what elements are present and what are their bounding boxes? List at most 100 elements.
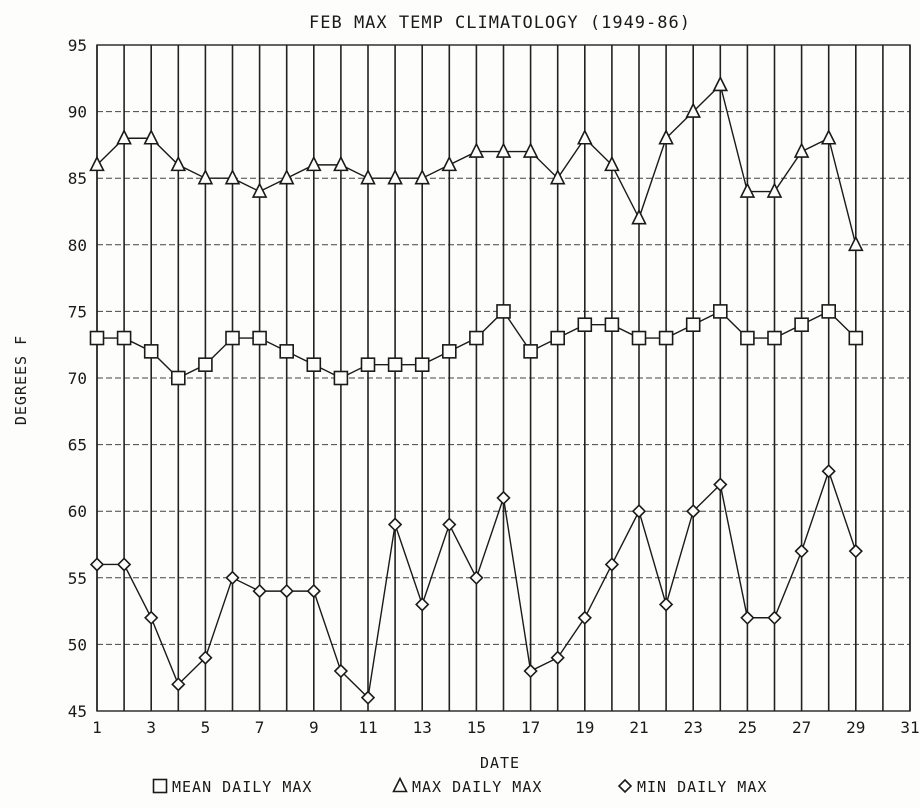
data-point-triangle <box>170 155 187 172</box>
x-tick-label: 13 <box>413 718 432 737</box>
data-point-diamond <box>848 544 863 559</box>
x-tick-label: 19 <box>575 718 594 737</box>
data-point-diamond <box>360 690 376 705</box>
x-tick-label: 27 <box>792 718 811 737</box>
series-min-daily-max <box>89 464 863 705</box>
y-tick-label: 75 <box>68 302 87 321</box>
data-point-diamond <box>198 650 213 665</box>
data-point-triangle <box>631 208 647 225</box>
data-point-square <box>469 330 484 346</box>
x-tick-label: 31 <box>900 718 919 737</box>
data-point-square <box>523 344 538 359</box>
data-point-square <box>685 317 701 333</box>
data-point-triangle <box>441 155 458 172</box>
data-point-square <box>333 370 349 386</box>
x-tick-label: 29 <box>846 718 865 737</box>
data-point-diamond <box>631 504 647 519</box>
legend-marker-square <box>152 778 168 794</box>
data-point-square <box>658 330 674 346</box>
data-point-square <box>712 304 728 319</box>
legend-label-max-daily-max: MAX DAILY MAX <box>412 778 542 796</box>
data-point-triangle <box>224 168 241 185</box>
data-point-square <box>794 317 809 333</box>
data-point-triangle <box>116 128 132 145</box>
data-point-diamond <box>306 583 321 599</box>
series-max-daily-max <box>89 75 864 252</box>
data-point-diamond <box>658 597 674 612</box>
data-point-square <box>577 317 593 333</box>
x-tick-label: 9 <box>309 718 319 737</box>
data-point-triangle <box>522 142 539 158</box>
series-mean-daily-max <box>89 304 864 386</box>
y-tick-label: 85 <box>68 169 87 188</box>
data-point-square <box>198 357 213 372</box>
data-point-triangle <box>685 102 701 118</box>
y-tick-label: 60 <box>68 502 87 521</box>
data-point-triangle <box>89 155 105 172</box>
data-point-triangle <box>549 168 566 185</box>
data-point-triangle <box>278 168 295 185</box>
data-point-square <box>143 344 159 359</box>
data-point-diamond <box>279 583 294 599</box>
data-point-square <box>360 357 376 372</box>
data-point-square <box>441 344 457 359</box>
data-point-diamond <box>740 610 755 625</box>
data-point-diamond <box>496 490 511 506</box>
data-point-diamond <box>225 570 240 585</box>
legend-label-mean-daily-max: MEAN DAILY MAX <box>172 778 312 796</box>
y-axis-label: DEGREES F <box>12 335 30 425</box>
data-point-square <box>767 330 782 346</box>
data-point-diamond <box>116 557 132 572</box>
x-tick-label: 3 <box>146 718 156 737</box>
y-tick-label: 55 <box>68 569 87 588</box>
x-tick-label: 1 <box>92 718 102 737</box>
x-axis-label: DATE <box>480 754 520 772</box>
data-point-diamond <box>144 610 159 625</box>
legend-marker-diamond <box>617 778 633 794</box>
data-point-square <box>414 357 430 372</box>
data-point-square <box>171 370 186 386</box>
data-point-square <box>116 330 132 346</box>
x-tick-label: 5 <box>201 718 211 737</box>
plot-frame <box>96 44 911 712</box>
data-point-diamond <box>604 557 620 572</box>
data-point-square <box>631 330 647 346</box>
data-point-triangle <box>387 168 403 185</box>
data-point-diamond <box>252 583 267 599</box>
data-point-triangle <box>658 128 674 145</box>
data-point-diamond <box>821 464 836 479</box>
data-point-square <box>252 330 267 346</box>
data-point-diamond <box>713 477 728 492</box>
legend: MEAN DAILY MAX MAX DAILY MAX MIN DAILY MAX <box>152 776 766 796</box>
y-tick-label: 80 <box>68 236 87 255</box>
data-point-diamond <box>794 544 809 559</box>
x-tick-label: 21 <box>629 718 648 737</box>
data-point-diamond <box>415 597 430 612</box>
legend-marker-triangle <box>392 776 408 793</box>
y-tick-label: 65 <box>68 436 87 455</box>
data-point-square <box>279 344 295 359</box>
data-point-triangle <box>848 235 864 252</box>
data-point-square <box>821 304 837 319</box>
x-tick-label: 17 <box>521 718 540 737</box>
data-point-diamond <box>333 663 349 679</box>
data-point-triangle <box>143 128 159 145</box>
data-point-triangle <box>251 182 268 198</box>
x-tick-label: 7 <box>255 718 265 737</box>
data-point-diamond <box>523 663 538 679</box>
data-point-triangle <box>577 128 593 145</box>
chart-title: FEB MAX TEMP CLIMATOLOGY (1949-86) <box>309 13 691 33</box>
data-point-diamond <box>171 677 186 692</box>
y-tick-label: 70 <box>68 369 87 388</box>
data-point-diamond <box>577 610 592 625</box>
data-point-diamond <box>550 650 565 665</box>
data-point-diamond <box>686 504 701 519</box>
data-point-triangle <box>360 168 376 185</box>
data-point-square <box>848 330 864 346</box>
x-tick-label: 25 <box>738 718 757 737</box>
data-point-square <box>225 330 240 346</box>
x-tick-label: 15 <box>467 718 486 737</box>
data-point-square <box>740 330 755 346</box>
